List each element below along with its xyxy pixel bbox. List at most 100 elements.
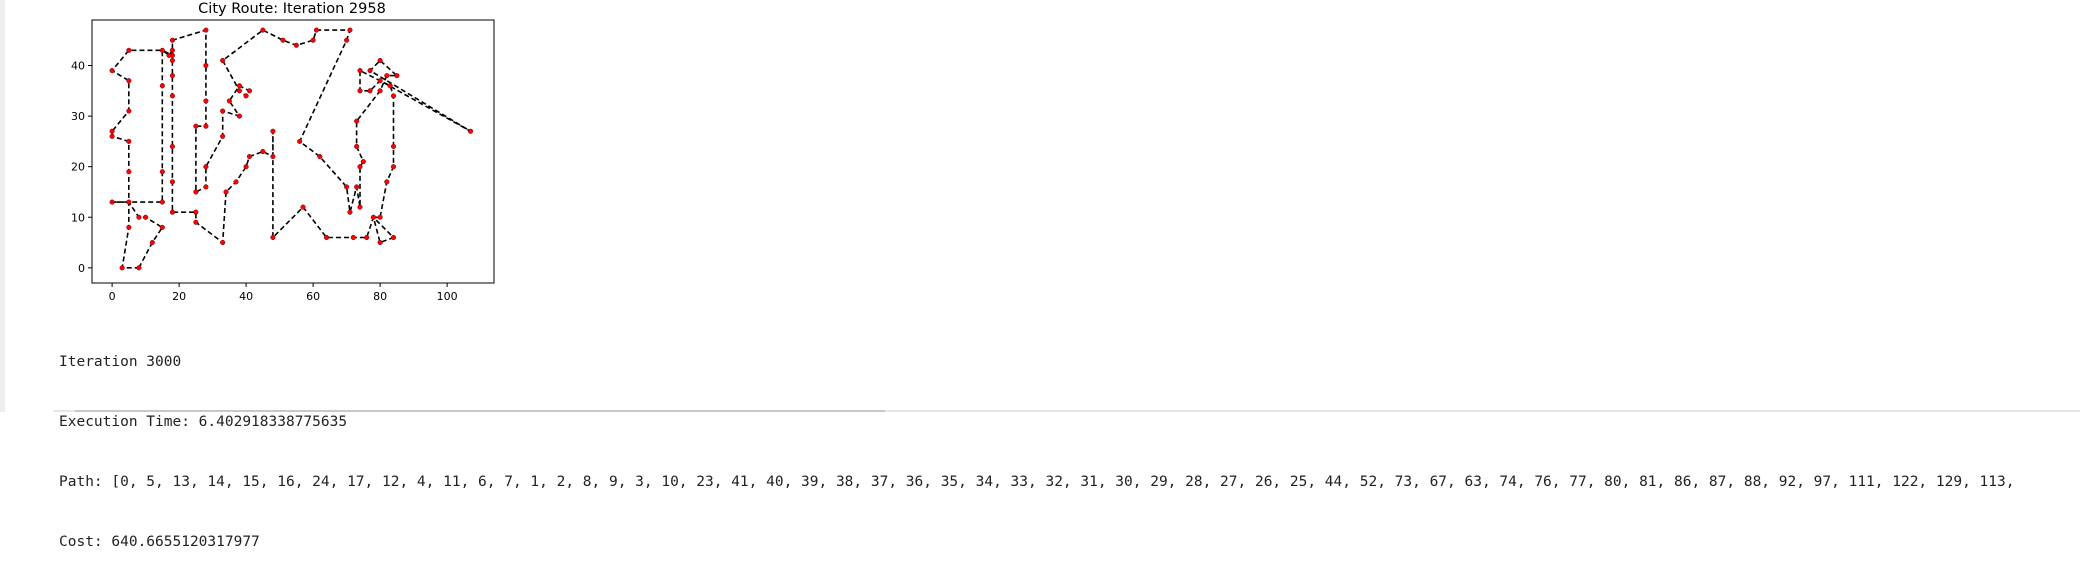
city-point	[220, 57, 226, 64]
city-point	[159, 47, 165, 53]
city-point	[136, 265, 142, 271]
city-point	[169, 179, 175, 185]
city-point	[246, 154, 252, 160]
city-point	[109, 128, 115, 134]
city-point	[169, 47, 175, 53]
route-chart: City Route: Iteration 2958 0 20 40 60 80 100 …	[71, 1, 495, 303]
city-point	[193, 209, 199, 215]
city-point	[390, 164, 397, 170]
cell-output: Iteration 3000 Execution Time: 6.4029183…	[59, 312, 2014, 572]
city-markers	[109, 27, 474, 271]
city-point	[347, 27, 353, 33]
city-point	[387, 83, 393, 89]
city-point	[364, 234, 370, 241]
city-point	[220, 133, 226, 139]
city-point	[220, 239, 226, 246]
city-point	[236, 83, 242, 89]
city-point	[203, 184, 209, 190]
city-point	[193, 219, 199, 225]
horizontal-scrollbar-track[interactable]	[53, 410, 2080, 412]
city-point	[300, 204, 306, 210]
city-point	[357, 68, 363, 74]
city-point	[220, 108, 226, 114]
city-point	[223, 189, 229, 195]
city-point	[354, 143, 360, 149]
city-point	[159, 169, 165, 175]
city-point	[126, 78, 132, 84]
city-point	[377, 214, 383, 220]
city-point	[260, 148, 266, 155]
city-point	[313, 27, 320, 33]
city-point	[109, 133, 115, 139]
city-point	[394, 73, 400, 79]
city-point	[377, 78, 383, 84]
city-point	[280, 37, 286, 43]
city-point	[143, 214, 149, 220]
city-point	[119, 265, 125, 271]
city-point	[384, 73, 390, 79]
execution-time-line: Execution Time: 6.402918338775635	[59, 414, 348, 430]
x-tick-label: 100	[437, 290, 458, 303]
city-point	[126, 169, 132, 175]
city-point	[136, 214, 142, 220]
city-point	[357, 164, 363, 170]
city-point	[169, 93, 175, 99]
x-tick-label: 80	[373, 290, 387, 303]
city-point	[270, 128, 276, 134]
x-tick-label: 60	[306, 290, 320, 303]
city-point	[243, 164, 249, 170]
city-point	[350, 234, 356, 241]
city-point	[377, 57, 383, 64]
city-point	[317, 154, 323, 160]
plot-area	[91, 19, 495, 284]
city-point	[109, 68, 115, 74]
cost-line: Cost: 640.6655120317977	[59, 534, 260, 550]
city-point	[297, 138, 303, 144]
city-point	[377, 239, 383, 246]
city-point	[203, 98, 209, 104]
city-point	[270, 154, 276, 160]
city-point	[203, 27, 209, 33]
city-point	[169, 57, 175, 64]
city-point	[390, 143, 397, 149]
city-point	[193, 189, 199, 195]
city-point	[159, 224, 165, 230]
y-tick-label: 10	[71, 211, 85, 224]
city-point	[236, 113, 242, 119]
city-point	[354, 184, 360, 190]
iteration-line: Iteration 3000	[59, 354, 182, 370]
city-point	[166, 52, 172, 58]
city-point	[390, 93, 397, 99]
city-point	[354, 118, 360, 124]
city-point	[357, 204, 363, 210]
city-point	[203, 62, 209, 69]
city-point	[367, 68, 373, 74]
path-line: Path: [0, 5, 13, 14, 15, 16, 24, 17, 12,…	[59, 474, 2015, 490]
horizontal-scrollbar-thumb[interactable]	[75, 410, 885, 412]
city-point	[367, 88, 373, 94]
city-point	[126, 47, 132, 53]
city-point	[159, 83, 165, 89]
chart-title: City Route: Iteration 2958	[198, 1, 386, 17]
y-tick-label: 20	[71, 161, 85, 174]
x-tick-label: 40	[239, 290, 253, 303]
city-point	[126, 138, 132, 144]
city-point	[203, 164, 209, 170]
x-tick-label: 0	[109, 290, 116, 303]
x-tick-label: 20	[172, 290, 186, 303]
city-point	[233, 179, 239, 185]
city-point	[293, 42, 299, 48]
city-point	[126, 199, 132, 205]
city-point	[169, 73, 175, 79]
city-point	[370, 214, 376, 220]
y-tick-label: 30	[71, 110, 85, 123]
city-point	[310, 37, 316, 43]
city-point	[468, 128, 474, 134]
city-point	[169, 143, 175, 149]
city-point	[126, 108, 132, 114]
city-point	[193, 123, 199, 129]
city-point	[384, 179, 390, 185]
city-point	[323, 234, 330, 241]
city-point	[236, 88, 242, 94]
city-point	[260, 27, 266, 33]
